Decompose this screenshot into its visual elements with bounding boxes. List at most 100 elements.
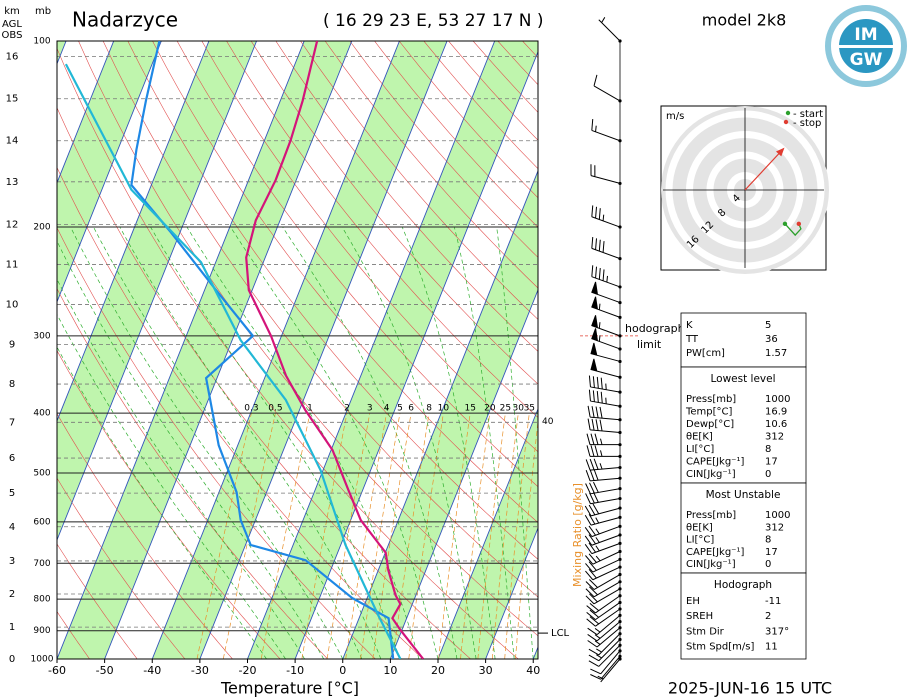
- dry-adiabat: [324, 41, 538, 289]
- x-tick-label: 0: [339, 664, 346, 677]
- wind-barb: [584, 514, 621, 526]
- y-tick-label: 100: [33, 37, 50, 47]
- wind-dot: [618, 506, 622, 510]
- chart-title: Nadarzyce: [72, 8, 178, 32]
- wind-barb: [586, 595, 621, 614]
- isotherm-band: [57, 41, 352, 659]
- height-tick-label: 5: [9, 488, 15, 499]
- wind-dot: [618, 541, 622, 545]
- y-axis-title: mb: [35, 6, 51, 17]
- moist-adiabat: [119, 226, 382, 659]
- wind-dot: [618, 600, 622, 605]
- profile-line: [245, 41, 425, 659]
- wind-barb: [587, 627, 621, 648]
- x-tick-label: 40: [526, 664, 540, 677]
- wind-barb: [584, 503, 621, 517]
- legend-label: - stop: [793, 118, 821, 129]
- plot-frame: [56, 40, 539, 660]
- wind-barb: [591, 205, 621, 228]
- wind-barb: [591, 328, 621, 350]
- wind-dot: [618, 443, 622, 447]
- row-label: Press[mb]: [686, 510, 736, 521]
- height-axis-title: km: [4, 6, 20, 17]
- row-value: 8: [765, 535, 771, 546]
- height-tick-label: 2: [9, 589, 15, 600]
- row-label: Press[mb]: [686, 394, 736, 405]
- wind-dot: [618, 637, 622, 642]
- wind-barb: [587, 418, 621, 433]
- wind-barb: [586, 445, 620, 457]
- wind-dot: [618, 649, 622, 653]
- row-value: 0: [765, 559, 771, 570]
- mixing-ratio-label: 30: [513, 404, 525, 414]
- height-tick-label: 15: [6, 94, 19, 105]
- height-tick-label: 14: [6, 136, 19, 147]
- isotherm-band: [57, 41, 67, 64]
- diagram-foreground: 0.3 0.5 1 2 3 4 5 6 8 10 15 20 25 30 35400123456789101…: [6, 17, 685, 683]
- dry-adiabat: [57, 413, 233, 659]
- wind-barb: [590, 164, 621, 184]
- height-tick-label: 1: [9, 622, 15, 633]
- dry-adiabat: [57, 543, 138, 659]
- dry-adiabat: [275, 41, 538, 352]
- row-label: CIN[Jkg⁻¹]: [686, 559, 736, 570]
- wind-barb: [585, 574, 621, 590]
- dry-adiabat: [176, 41, 538, 488]
- wind-barb: [584, 525, 621, 538]
- mixing-ratio-label: 2: [344, 404, 350, 414]
- row-label: CIN[Jkg⁻¹]: [686, 469, 736, 480]
- row-label: TT: [685, 334, 699, 345]
- row-label: PW[cm]: [686, 348, 725, 359]
- height-axis-title: AGL: [2, 19, 22, 30]
- x-tick-label: -10: [286, 664, 304, 677]
- mixing-ratio-label: 25: [500, 404, 511, 414]
- logo-text: IM: [854, 25, 877, 45]
- dry-adiabat: [57, 611, 90, 659]
- legend-dot: [785, 110, 791, 116]
- wind-dot: [618, 580, 622, 584]
- y-tick-label: 1000: [31, 655, 54, 665]
- wind-barb: [586, 608, 621, 627]
- dry-adiabat: [57, 107, 471, 659]
- wind-dot: [618, 632, 622, 636]
- wind-barb: [585, 551, 621, 565]
- isotherm: [57, 41, 162, 304]
- mixing-ratio-label: 0.5: [268, 404, 282, 414]
- logo-band: [839, 45, 893, 48]
- logo-text: GW: [850, 50, 883, 70]
- height-tick-label: 12: [6, 219, 19, 230]
- row-value: 11: [765, 642, 778, 653]
- wind-barb: [590, 358, 621, 378]
- section-title: Hodograph: [714, 579, 772, 591]
- y-tick-label: 600: [33, 517, 50, 527]
- wind-dot: [618, 430, 622, 435]
- dry-adiabat: [226, 41, 538, 418]
- y-tick-label: 700: [33, 559, 50, 569]
- isotherm-band: [152, 41, 448, 659]
- wind-barb: [590, 655, 621, 680]
- height-tick-label: 8: [9, 379, 15, 390]
- x-tick-label: -50: [96, 664, 114, 677]
- lcl-label: LCL: [551, 628, 570, 639]
- height-tick-label: 13: [6, 177, 19, 188]
- row-value: 17: [765, 457, 778, 468]
- hodograph-stop: [796, 221, 802, 227]
- row-value: 8: [765, 444, 771, 455]
- row-value: 1000: [765, 394, 790, 405]
- mixing-ratio-label: 15: [464, 404, 475, 414]
- wind-dot: [618, 487, 622, 491]
- wind-dot: [618, 181, 622, 186]
- wind-barb: [585, 588, 621, 605]
- hodograph-limit-label: hodograph: [625, 322, 685, 335]
- y-tick-label: 500: [33, 468, 50, 478]
- section-title: Most Unstable: [706, 489, 781, 501]
- mixing-ratio-label: 6: [408, 404, 414, 414]
- logo: IM GW: [825, 5, 907, 87]
- wind-dot: [618, 613, 622, 617]
- legend-dot: [783, 119, 789, 125]
- mixing-ratio-label: 0.3: [244, 404, 258, 414]
- wind-dot: [618, 300, 622, 305]
- dry-adiabat: [57, 287, 328, 659]
- table-section: [680, 482, 807, 574]
- mixing-ratio-label: 3: [367, 404, 373, 414]
